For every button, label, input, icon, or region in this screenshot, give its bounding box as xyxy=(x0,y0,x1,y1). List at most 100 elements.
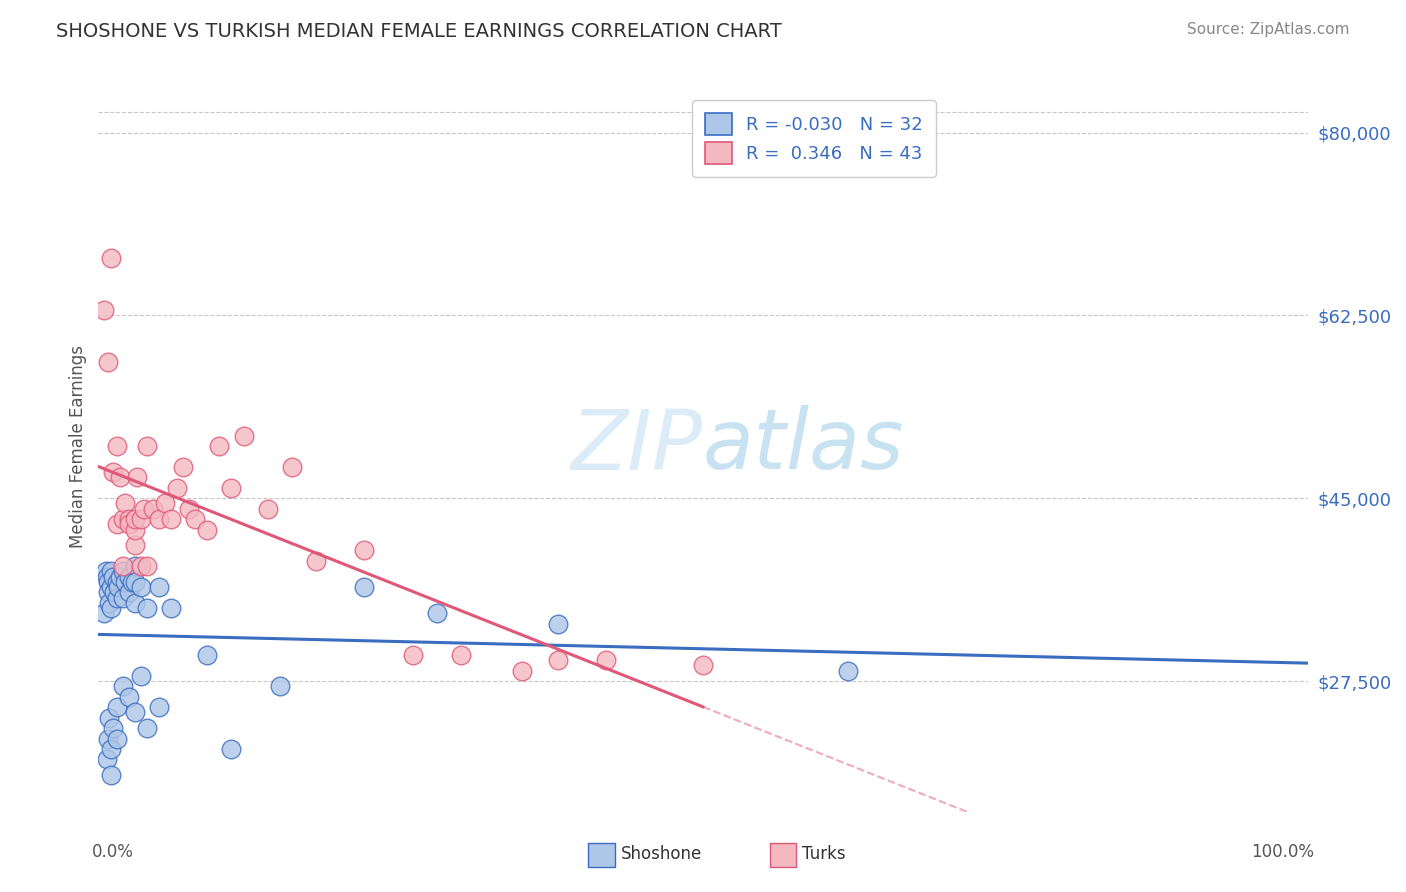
Point xyxy=(269,679,291,693)
Point xyxy=(127,470,149,484)
Point xyxy=(124,559,146,574)
Point xyxy=(148,512,170,526)
Point xyxy=(135,559,157,574)
Point xyxy=(111,591,134,605)
Point xyxy=(93,303,115,318)
FancyBboxPatch shape xyxy=(588,843,614,867)
Point xyxy=(129,580,152,594)
Point xyxy=(124,574,146,589)
Point xyxy=(100,768,122,782)
Point xyxy=(105,591,128,605)
Point xyxy=(114,496,136,510)
FancyBboxPatch shape xyxy=(769,843,796,867)
Point xyxy=(232,428,254,442)
Point xyxy=(547,616,569,631)
Point xyxy=(124,512,146,526)
Point xyxy=(105,517,128,532)
Point xyxy=(353,580,375,594)
Point xyxy=(108,470,131,484)
Point xyxy=(221,481,243,495)
Text: Shoshone: Shoshone xyxy=(621,845,702,863)
Legend: R = -0.030   N = 32, R =  0.346   N = 43: R = -0.030 N = 32, R = 0.346 N = 43 xyxy=(692,100,936,177)
Point xyxy=(97,574,120,589)
Point xyxy=(129,669,152,683)
Point xyxy=(111,565,134,579)
Point xyxy=(134,501,156,516)
Point xyxy=(111,679,134,693)
Point xyxy=(195,523,218,537)
Point xyxy=(97,731,120,746)
Point xyxy=(105,439,128,453)
Point xyxy=(595,653,617,667)
Point xyxy=(692,658,714,673)
Point xyxy=(837,664,859,678)
Point xyxy=(353,543,375,558)
Point xyxy=(101,721,124,735)
Text: Source: ZipAtlas.com: Source: ZipAtlas.com xyxy=(1187,22,1350,37)
Point xyxy=(100,580,122,594)
Point xyxy=(124,596,146,610)
Text: atlas: atlas xyxy=(703,406,904,486)
Point xyxy=(510,664,533,678)
Point xyxy=(111,512,134,526)
Point xyxy=(195,648,218,662)
Point xyxy=(108,569,131,583)
Point xyxy=(129,512,152,526)
Point xyxy=(184,512,207,526)
Point xyxy=(281,459,304,474)
Point xyxy=(179,501,201,516)
Point xyxy=(97,585,120,599)
Point xyxy=(114,574,136,589)
Point xyxy=(118,512,141,526)
Y-axis label: Median Female Earnings: Median Female Earnings xyxy=(69,344,87,548)
Point xyxy=(166,481,188,495)
Point xyxy=(256,501,278,516)
Point xyxy=(98,596,121,610)
Point xyxy=(118,517,141,532)
Point xyxy=(450,648,472,662)
Point xyxy=(118,585,141,599)
Point xyxy=(148,580,170,594)
Point xyxy=(118,690,141,704)
Point xyxy=(96,752,118,766)
Point xyxy=(107,580,129,594)
Point xyxy=(103,585,125,599)
Point xyxy=(208,439,231,453)
Point xyxy=(129,559,152,574)
Point xyxy=(101,569,124,583)
Point xyxy=(160,512,183,526)
Point xyxy=(135,439,157,453)
Point xyxy=(124,706,146,720)
Point xyxy=(100,251,122,265)
Point xyxy=(121,574,143,589)
Point xyxy=(426,606,449,620)
Point xyxy=(124,523,146,537)
Point xyxy=(160,601,183,615)
Text: 0.0%: 0.0% xyxy=(91,843,134,861)
Point xyxy=(105,731,128,746)
Point xyxy=(111,559,134,574)
Point xyxy=(100,565,122,579)
Point xyxy=(172,459,194,474)
Point xyxy=(135,721,157,735)
Point xyxy=(101,465,124,479)
Point xyxy=(105,574,128,589)
Point xyxy=(135,601,157,615)
Point xyxy=(98,711,121,725)
Point xyxy=(142,501,165,516)
Point xyxy=(100,601,122,615)
Text: 100.0%: 100.0% xyxy=(1251,843,1315,861)
Point xyxy=(94,565,117,579)
Point xyxy=(305,554,328,568)
Point xyxy=(148,700,170,714)
Point xyxy=(118,569,141,583)
Text: SHOSHONE VS TURKISH MEDIAN FEMALE EARNINGS CORRELATION CHART: SHOSHONE VS TURKISH MEDIAN FEMALE EARNIN… xyxy=(56,22,782,41)
Point xyxy=(105,700,128,714)
Point xyxy=(96,569,118,583)
Point xyxy=(93,606,115,620)
Point xyxy=(100,742,122,756)
Point xyxy=(547,653,569,667)
Point xyxy=(97,355,120,369)
Text: Turks: Turks xyxy=(803,845,846,863)
Point xyxy=(153,496,176,510)
